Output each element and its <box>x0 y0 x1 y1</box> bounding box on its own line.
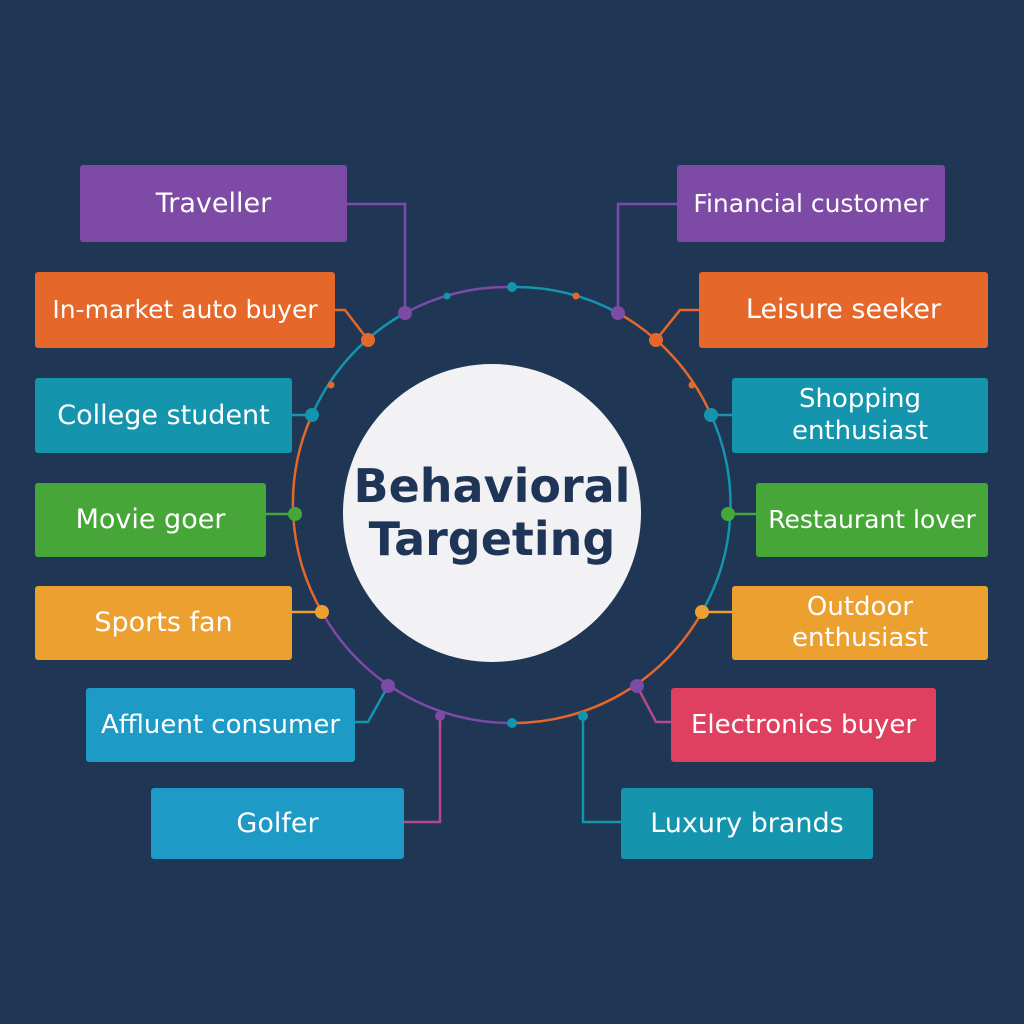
ring-node <box>695 605 709 619</box>
connector-golfer <box>404 716 442 824</box>
category-box-auto-buyer: In-market auto buyer <box>35 272 335 348</box>
category-box-financial-customer: Financial customer <box>677 165 945 242</box>
category-label: College student <box>57 399 270 431</box>
category-label: Sports fan <box>94 607 233 639</box>
connector-affluent-consumer <box>355 685 390 724</box>
category-box-electronics-buyer: Electronics buyer <box>671 688 936 762</box>
ring-node <box>398 306 412 320</box>
category-box-movie-goer: Movie goer <box>35 483 266 557</box>
category-label: In-market auto buyer <box>52 295 318 325</box>
category-label: Electronics buyer <box>690 709 917 740</box>
category-box-leisure-seeker: Leisure seeker <box>699 272 988 348</box>
ring-node <box>721 507 735 521</box>
connector-luxury-brands <box>581 716 621 824</box>
category-label-line1: Outdoor <box>806 591 914 622</box>
connector-financial-customer <box>616 202 677 313</box>
ring-node <box>578 711 588 721</box>
category-box-shopping-enthusiast: Shopping enthusiast <box>732 378 988 453</box>
category-label: Luxury brands <box>650 807 844 839</box>
center-title-line1: Behavioral <box>353 459 631 514</box>
ring-node <box>688 381 696 389</box>
ring-node <box>327 381 335 389</box>
ring-node <box>435 711 445 721</box>
category-label: Restaurant lover <box>768 505 976 535</box>
ring-node <box>315 605 329 619</box>
category-box-outdoor-enthusiast: Outdoor enthusiast <box>732 586 988 660</box>
category-label-line1: Shopping <box>798 384 922 415</box>
center-title: Behavioral Targeting <box>343 364 641 662</box>
category-label: Financial customer <box>693 188 929 218</box>
ring-node <box>507 718 517 728</box>
ring-node <box>572 292 580 300</box>
category-box-college-student: College student <box>35 378 292 453</box>
category-label: Affluent consumer <box>100 709 341 740</box>
ring-arc <box>320 611 513 725</box>
category-box-traveller: Traveller <box>80 165 347 242</box>
ring-arc <box>511 285 619 315</box>
connector-auto-buyer <box>335 308 369 341</box>
ring-node <box>704 408 718 422</box>
ring-arc <box>617 311 713 416</box>
category-box-golfer: Golfer <box>151 788 404 859</box>
category-label-line2: enthusiast <box>791 415 929 446</box>
ring-node <box>288 507 302 521</box>
ring-node <box>443 292 451 300</box>
category-label: Traveller <box>155 187 272 219</box>
category-label: Movie goer <box>75 504 226 536</box>
category-label: Leisure seeker <box>745 294 942 326</box>
ring-arc <box>511 611 704 725</box>
connector-leisure-seeker <box>655 308 699 341</box>
ring-arc <box>404 285 513 315</box>
ring-node <box>611 306 625 320</box>
ring-node <box>649 333 663 347</box>
center-title-line2: Targeting <box>368 512 616 566</box>
ring-node <box>381 679 395 693</box>
ring-arc <box>310 311 406 416</box>
ring-node <box>507 282 517 292</box>
ring-node <box>305 408 319 422</box>
category-label: Golfer <box>236 807 319 839</box>
ring-node <box>361 333 375 347</box>
category-box-restaurant-lover: Restaurant lover <box>756 483 988 557</box>
ring-node <box>630 679 644 693</box>
connector-traveller <box>347 202 407 313</box>
category-label-line2: enthusiast <box>791 623 929 653</box>
connector-electronics-buyer <box>635 685 671 724</box>
category-box-luxury-brands: Luxury brands <box>621 788 873 859</box>
category-box-sports-fan: Sports fan <box>35 586 292 660</box>
category-box-affluent-consumer: Affluent consumer <box>86 688 355 762</box>
